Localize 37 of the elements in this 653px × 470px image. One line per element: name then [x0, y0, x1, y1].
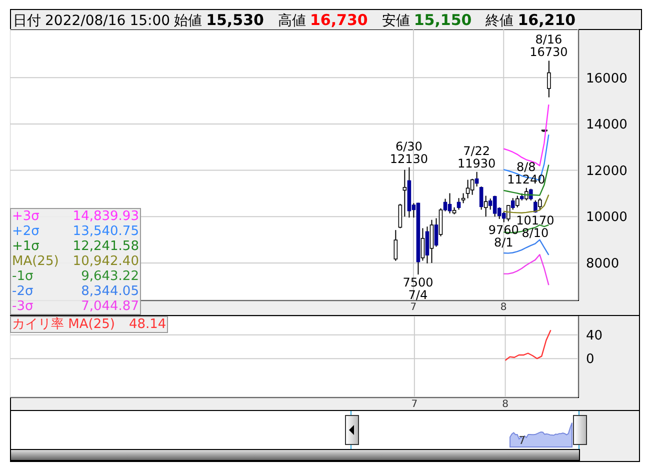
annotation: 9760 8/1: [488, 223, 519, 250]
annotation: 48.14: [128, 317, 166, 332]
y-tick-label: 16000: [586, 71, 628, 86]
x-tick-label: 7: [410, 302, 417, 314]
annotation: 8/16 16730: [530, 32, 568, 60]
text: -2σ: [12, 284, 34, 299]
y-tick-label: 10000: [586, 210, 628, 226]
annotation: 13,540.75: [72, 224, 139, 239]
text: カイリ率 MA(25): [12, 317, 115, 332]
annotation: 7500 7/4: [402, 276, 434, 302]
chart-title: 日付 2022/08/16 15:00 始値 15,530 高値 16,730 安値 15,150 終値 16,210: [13, 11, 576, 29]
x-tick-label: 8: [500, 302, 507, 314]
text: +3σ: [12, 209, 40, 224]
text: +1σ: [12, 239, 40, 254]
y-tick-label: 8000: [586, 256, 620, 272]
range-navigator: 7: [10, 410, 640, 460]
y-tick-label: 0: [586, 352, 594, 368]
annotation: 7,044.87: [81, 299, 139, 314]
annotation: 7/22 11930: [457, 144, 496, 170]
text: MA(25): [12, 254, 59, 269]
x-tick-label: 8: [502, 399, 508, 410]
y-tick-label: 40: [586, 328, 603, 344]
text: -3σ: [12, 299, 34, 314]
y-tick-label: 12000: [586, 164, 628, 179]
annotation: 6/30 12130: [390, 139, 428, 166]
annotation: 8,344.05: [81, 284, 139, 299]
annotation: 12,241.58: [72, 239, 139, 254]
y-tick-label: 14000: [586, 118, 628, 133]
text: +2σ: [12, 224, 40, 239]
x-tick-label: 7: [411, 399, 418, 410]
annotation: 14,839.93: [72, 209, 139, 224]
annotation: 8/8 11240: [507, 160, 546, 186]
annotation: 10,942.40: [72, 254, 139, 269]
text: -1σ: [12, 269, 34, 284]
line-series: [504, 330, 552, 361]
annotation: 9,643.22: [81, 269, 139, 284]
line-series: [503, 254, 550, 286]
